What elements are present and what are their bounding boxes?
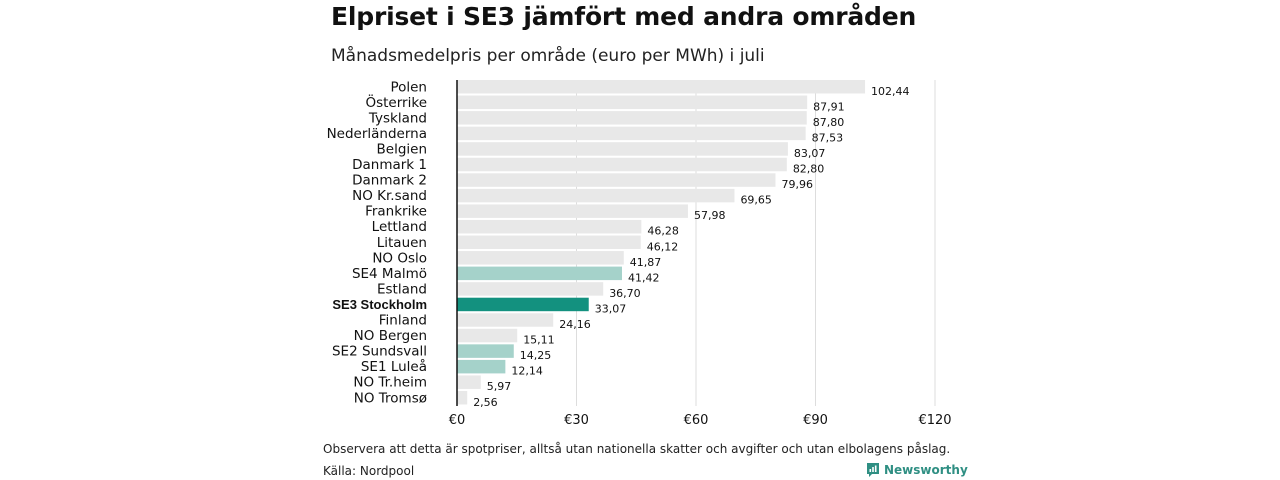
brand-name: Newsworthy (884, 463, 968, 477)
bar (457, 235, 641, 249)
bar (457, 375, 481, 389)
value-label: 87,53 (812, 131, 844, 144)
newsworthy-logo-icon (867, 463, 879, 477)
value-label: 41,87 (630, 256, 662, 269)
chart-subtitle: Månadsmedelpris per område (euro per MWh… (331, 46, 765, 66)
bar (457, 282, 604, 296)
category-label: Tyskland (368, 110, 427, 126)
value-label: 87,80 (813, 116, 845, 129)
value-label: 12,14 (511, 365, 543, 378)
value-label: 69,65 (740, 194, 772, 207)
bar (457, 251, 624, 265)
category-label: Litauen (377, 235, 427, 251)
value-label: 2,56 (473, 396, 498, 409)
bar (457, 173, 776, 187)
category-label: NO Bergen (354, 328, 427, 344)
bar (457, 391, 468, 405)
bar (457, 95, 808, 110)
category-label: SE2 Sundsvall (332, 344, 427, 360)
x-tick-label: €60 (684, 413, 709, 428)
value-label: 82,80 (793, 163, 825, 176)
bar (457, 266, 622, 281)
value-label: 102,44 (871, 85, 910, 98)
category-label: SE1 Luleå (361, 358, 427, 375)
bar (457, 328, 518, 343)
bar (457, 359, 506, 374)
value-label: 57,98 (694, 209, 726, 222)
brand-logo: Newsworthy (866, 462, 968, 478)
bar (457, 204, 688, 218)
bar (457, 157, 787, 172)
value-label: 46,28 (647, 225, 679, 238)
x-tick-label: €120 (918, 413, 951, 428)
category-label: Finland (379, 313, 427, 329)
bar (457, 188, 735, 203)
value-label: 46,12 (647, 240, 679, 253)
value-label: 15,11 (523, 334, 555, 347)
bar (457, 111, 807, 125)
value-label: 79,96 (782, 178, 814, 191)
category-label: SE3 Stockholm (332, 297, 427, 312)
category-label: Österrike (365, 93, 427, 111)
value-label: 87,91 (813, 100, 845, 113)
value-label: 41,42 (628, 271, 660, 284)
value-label: 36,70 (609, 287, 641, 300)
category-label: Nederländerna (327, 126, 427, 142)
category-label: NO Kr.sand (352, 188, 427, 204)
category-label: Lettland (372, 219, 427, 235)
bar (457, 142, 788, 156)
category-label: Belgien (377, 141, 428, 157)
value-label: 83,07 (794, 147, 826, 160)
category-label: Polen (390, 79, 427, 95)
value-label: 5,97 (487, 380, 512, 393)
category-label: Frankrike (365, 204, 427, 220)
category-label: NO Tromsø (354, 390, 427, 406)
value-label: 24,16 (559, 318, 591, 331)
footnote: Observera att detta är spotpriser, allts… (323, 442, 951, 456)
value-label: 33,07 (595, 302, 627, 315)
category-label: Danmark 1 (352, 157, 427, 173)
bar (457, 344, 514, 358)
bar (457, 313, 554, 327)
bar (457, 126, 806, 141)
x-tick-label: €0 (449, 413, 466, 428)
bar (457, 80, 866, 94)
category-label: NO Oslo (372, 250, 427, 266)
category-label: SE4 Malmö (352, 266, 427, 282)
category-label: NO Tr.heim (353, 375, 427, 391)
chart-title: Elpriset i SE3 jämfört med andra områden (331, 2, 917, 31)
category-label: Estland (377, 281, 427, 297)
x-tick-label: €30 (564, 413, 589, 428)
x-tick-label: €90 (803, 413, 828, 428)
bar (457, 297, 589, 312)
value-label: 14,25 (520, 349, 552, 362)
bar (457, 219, 642, 234)
source-label: Källa: Nordpool (323, 464, 415, 478)
category-label: Danmark 2 (352, 173, 427, 189)
